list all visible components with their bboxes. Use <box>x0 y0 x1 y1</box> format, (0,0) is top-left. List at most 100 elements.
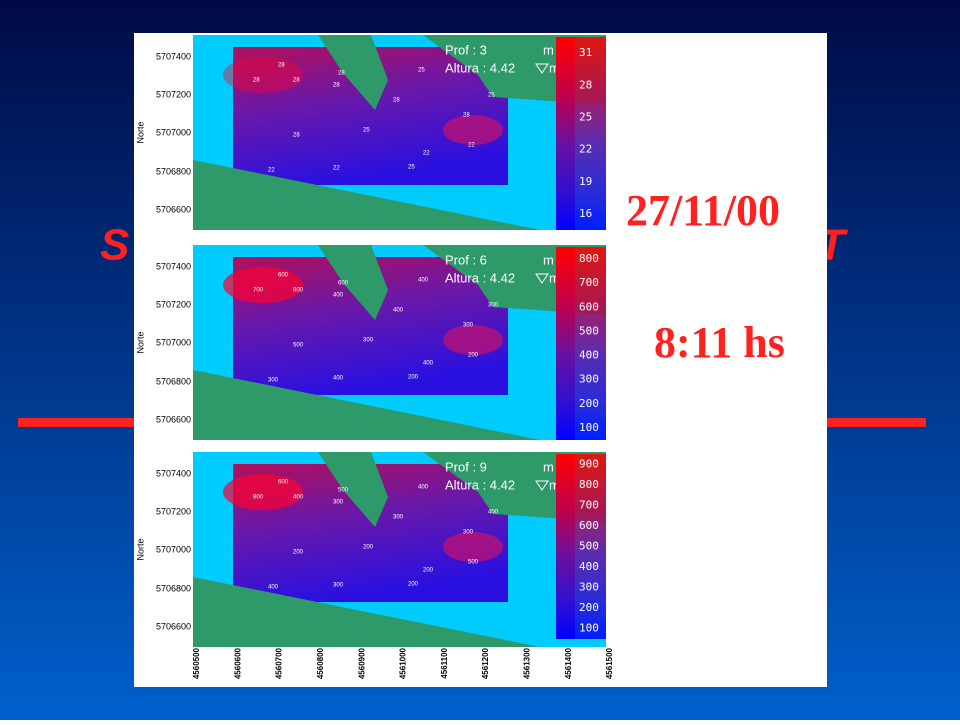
hot-spot <box>443 325 503 355</box>
map-panel: Prof : 3 m Altura : 4.42 m 28 28 28 28 28 25 28 25 2… <box>135 35 606 230</box>
height-label: Altura : 4.42 <box>445 270 515 285</box>
y-tick-label: 5706800 <box>156 376 191 386</box>
depth-label: Prof : 6 <box>445 252 487 267</box>
y-tick-label: 5707200 <box>156 506 191 516</box>
x-tick-label: 4561500 <box>605 647 614 679</box>
y-tick-label: 5707200 <box>156 89 191 99</box>
contour-label: 300 <box>363 338 374 344</box>
x-tick-label: 4560600 <box>233 647 242 679</box>
y-tick-label: 5707000 <box>156 337 191 347</box>
colorbar-label: 300 <box>579 373 599 386</box>
contour-label: 22 <box>268 168 275 174</box>
colorbar-label: 200 <box>579 601 599 614</box>
contour-label: 25 <box>418 68 425 74</box>
y-tick-label: 5707400 <box>156 468 191 478</box>
x-tick-label: 4561200 <box>481 647 490 679</box>
colorbar-label: 500 <box>579 324 599 337</box>
colorbar-label: 100 <box>579 622 599 635</box>
height-label: Altura : 4.42 <box>445 60 515 75</box>
contour-label: 200 <box>293 550 304 556</box>
contour-label: 28 <box>293 133 300 139</box>
colorbar-label: 400 <box>579 349 599 362</box>
y-tick-label: 5707000 <box>156 544 191 554</box>
colorbar-label: 400 <box>579 560 599 573</box>
level-icon <box>535 273 549 284</box>
contour-label: 25 <box>363 128 370 134</box>
x-tick-label: 4560500 <box>192 647 201 679</box>
contour-label: 400 <box>393 308 404 314</box>
y-tick-label: 5706600 <box>156 204 191 214</box>
shore <box>193 160 540 230</box>
contour-label: 300 <box>333 583 344 589</box>
contour-label: 400 <box>418 485 429 491</box>
y-axis-label: Norte <box>135 538 145 560</box>
peninsula <box>318 452 388 527</box>
contour-label: 28 <box>278 63 285 69</box>
contour-label: 25 <box>408 165 415 171</box>
colorbar-label: 600 <box>579 300 599 313</box>
hot-spot <box>443 115 503 145</box>
contour-label: 28 <box>333 83 340 89</box>
colorbar-label: 900 <box>579 457 599 470</box>
y-tick-label: 5707400 <box>156 261 191 271</box>
height-label: Altura : 4.42 <box>445 477 515 492</box>
shore <box>193 577 540 647</box>
colorbar-label: 300 <box>579 581 599 594</box>
contour-label: 400 <box>418 278 429 284</box>
contour-label: 28 <box>463 113 470 119</box>
contour-label: 400 <box>293 495 304 501</box>
hot-spot <box>443 532 503 562</box>
colorbar-label: 500 <box>579 540 599 553</box>
contour-label: 300 <box>463 323 474 329</box>
depth-unit: m <box>543 252 554 267</box>
contour-label: 300 <box>333 500 344 506</box>
colorbar-label: 200 <box>579 397 599 410</box>
contour-label: 28 <box>338 71 345 77</box>
hot-spot <box>223 474 303 510</box>
y-tick-label: 5707000 <box>156 127 191 137</box>
date: 27/11/00 <box>626 186 780 235</box>
shore <box>193 370 540 440</box>
colorbar-label: 28 <box>579 78 592 91</box>
x-tick-label: 4560800 <box>316 647 325 679</box>
map-panel: Prof : 6 m Altura : 4.42 m 700 600 800 400 600 40… <box>135 245 606 440</box>
map-panel: Prof : 9 m Altura : 4.42 m 800 600 400 300 500 40… <box>135 452 606 647</box>
y-tick-label: 5706800 <box>156 166 191 176</box>
contour-label: 200 <box>408 582 419 588</box>
hot-spot <box>223 57 303 93</box>
contour-label: 400 <box>333 376 344 382</box>
y-tick-label: 5707200 <box>156 299 191 309</box>
depth-label: Prof : 3 <box>445 42 487 57</box>
height-unit: m <box>549 60 560 75</box>
colorbar-strip <box>556 247 575 440</box>
contour-label: 400 <box>423 361 434 367</box>
y-axis-label: Norte <box>135 331 145 353</box>
contour-label: 300 <box>463 530 474 536</box>
level-icon <box>535 480 549 491</box>
contour-label: 600 <box>278 273 289 279</box>
depth-unit: m <box>543 459 554 474</box>
colorbar-label: 31 <box>579 46 592 59</box>
contour-label: 700 <box>253 288 264 294</box>
y-tick-label: 5706600 <box>156 621 191 631</box>
contour-label: 300 <box>488 303 499 309</box>
x-tick-label: 4561000 <box>399 647 408 679</box>
colorbar-label: 600 <box>579 519 599 532</box>
x-tick-label: 4561400 <box>564 647 573 679</box>
x-tick-label: 4561300 <box>523 647 532 679</box>
contour-label: 600 <box>338 281 349 287</box>
height-unit: m <box>549 270 560 285</box>
contour-label: 28 <box>253 78 260 84</box>
colorbar-label: 800 <box>579 478 599 491</box>
colorbar-strip <box>556 37 575 230</box>
colorbar-label: 25 <box>579 110 592 123</box>
colorbar-strip <box>556 454 575 639</box>
contour-label: 300 <box>393 515 404 521</box>
peninsula <box>318 245 388 320</box>
contour-label: 28 <box>293 78 300 84</box>
x-tick-label: 4560700 <box>275 647 284 679</box>
colorbar-label: 22 <box>579 143 592 156</box>
y-tick-label: 5707400 <box>156 51 191 61</box>
contour-label: 800 <box>293 288 304 294</box>
